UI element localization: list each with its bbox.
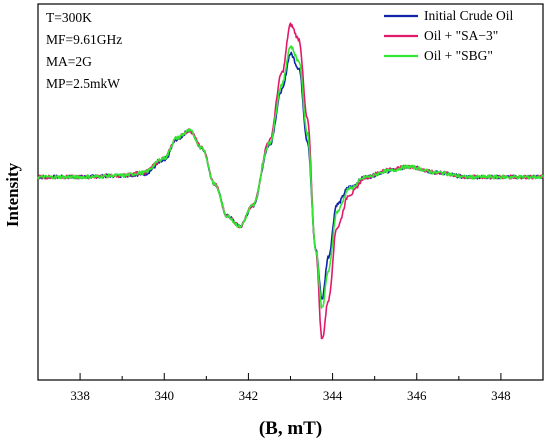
- x-tick-label: 340: [155, 388, 175, 403]
- x-tick-label: 346: [407, 388, 427, 403]
- annotation-text: T=300K: [46, 10, 92, 25]
- legend-label: Initial Crude Oil: [424, 8, 513, 23]
- annotation-text: MF=9.61GHz: [46, 32, 122, 47]
- legend: Initial Crude Oil Oil + "SA−3" Oil + "SBG": [384, 8, 513, 63]
- x-axis-ticks: [37, 373, 544, 380]
- measurement-annotations: T=300K MF=9.61GHz MA=2G MP=2.5mkW: [46, 10, 122, 91]
- y-axis-label: Intensity: [3, 162, 22, 227]
- annotation-text: MA=2G: [46, 54, 92, 69]
- annotation-text: MP=2.5mkW: [46, 76, 120, 91]
- legend-label: Oil + "SBG": [424, 48, 493, 63]
- series-layer: [37, 22, 544, 340]
- x-tick-label: 344: [323, 388, 343, 403]
- x-tick-label: 342: [239, 388, 259, 403]
- legend-label: Oil + "SA−3": [424, 28, 498, 43]
- x-tick-label: 338: [70, 388, 90, 403]
- series-line-2: [37, 22, 544, 340]
- series-line-3: [37, 45, 544, 309]
- x-axis-tick-labels: 338 340 342 344 346 348: [70, 388, 510, 403]
- x-tick-label: 348: [491, 388, 511, 403]
- x-axis-label: (B, mT): [259, 418, 322, 439]
